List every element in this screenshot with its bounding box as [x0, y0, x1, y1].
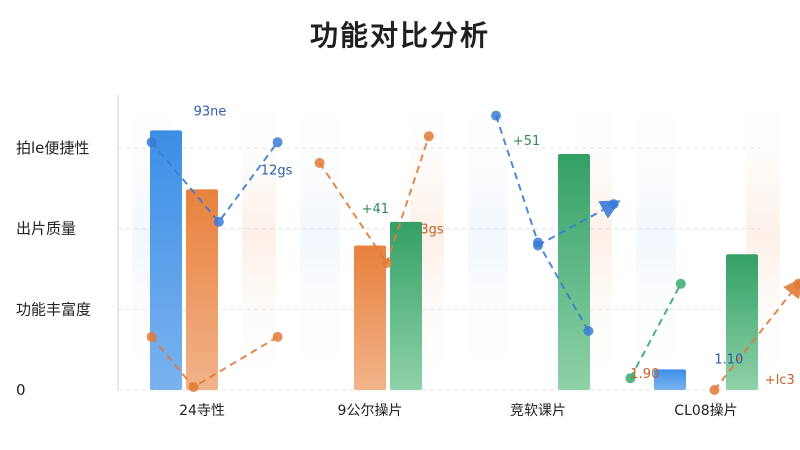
data-label: 1.10	[714, 352, 743, 367]
trend-point	[146, 137, 157, 148]
trend-point	[491, 110, 501, 121]
bars	[150, 130, 758, 390]
trend-point	[625, 373, 636, 384]
decorative-background	[132, 85, 780, 390]
data-label: 1.90	[630, 367, 659, 382]
bar	[354, 245, 386, 390]
bar	[654, 369, 686, 390]
ghost-glow	[300, 85, 340, 390]
grid	[118, 147, 760, 391]
x-tick-label: 24寺性	[179, 403, 225, 419]
x-tick-label: CL08操片	[674, 403, 737, 419]
trend-point	[583, 326, 594, 336]
data-labels: 93ne 12gs +41 3gs +51 1.90 1.10 +lc3	[194, 105, 795, 388]
trend-point	[793, 278, 800, 289]
data-label: 12gs	[261, 164, 293, 179]
data-label: +41	[362, 202, 389, 217]
trend-lines	[146, 110, 800, 395]
data-label: +51	[513, 134, 540, 149]
trend-line	[713, 277, 800, 391]
bar	[390, 221, 422, 390]
chart-title: 功能对比分析	[309, 19, 490, 52]
trend-point	[675, 278, 686, 289]
trend-point	[188, 382, 199, 393]
trend-line	[537, 200, 621, 247]
bar	[558, 154, 590, 390]
trend-point	[213, 216, 224, 227]
x-tick-label: 竞软课片	[510, 402, 566, 419]
bar	[150, 130, 182, 390]
axes: 0 功能丰富度 出片质量 拍le便捷性 24寺性 9公尔操片 竞软课片 CL08操片	[16, 95, 738, 419]
trend-point	[608, 199, 619, 210]
bar	[186, 189, 218, 390]
y-tick-label: 功能丰富度	[16, 300, 91, 318]
trend-point	[381, 258, 392, 269]
bar	[726, 254, 758, 390]
trend-point	[533, 240, 543, 251]
trend-point	[146, 331, 157, 342]
x-tick-label: 9公尔操片	[338, 403, 403, 419]
trend-line	[629, 283, 682, 379]
ghost-glow	[468, 85, 508, 390]
ghost-glow	[242, 85, 276, 390]
trend-point	[423, 131, 434, 142]
y-tick-label: 0	[16, 381, 26, 399]
data-label: +lc3	[765, 373, 795, 388]
trend-point	[314, 157, 325, 168]
trend-line	[150, 141, 279, 224]
data-label: 93ne	[194, 105, 227, 120]
trend-point	[272, 331, 283, 342]
ghost-glow	[636, 85, 676, 390]
trend-point	[272, 137, 283, 148]
trend-point	[709, 385, 720, 395]
data-label: 3gs	[420, 223, 444, 238]
y-tick-label: 出片质量	[16, 220, 76, 238]
y-tick-label: 拍le便捷性	[16, 139, 89, 157]
